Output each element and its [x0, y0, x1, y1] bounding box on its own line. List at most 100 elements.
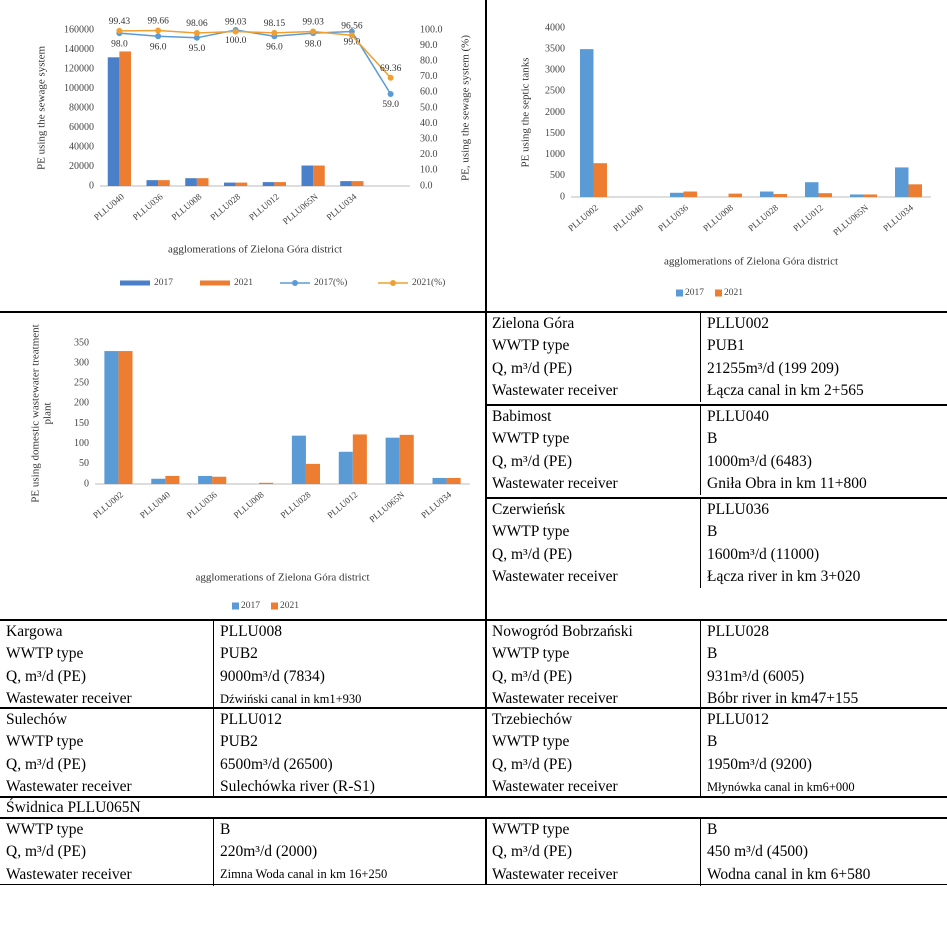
bar: [351, 181, 364, 186]
y-tick-label: 250: [74, 378, 89, 389]
x-axis-title: agglomerations of Zielona Góra district: [195, 572, 369, 584]
info-row: Czerwieńsk PLLU036: [486, 498, 947, 521]
bar: [262, 182, 275, 186]
info-row: WWTP type PUB2: [0, 730, 486, 753]
data-label: 99.43: [109, 17, 131, 27]
legend-swatch: [676, 289, 683, 297]
info-label: WWTP type: [492, 820, 570, 838]
info-row: Wastewater receiver Wodna canal in km 6+5…: [486, 863, 947, 886]
info-value: PLLU012: [213, 708, 486, 731]
x-tick-label: PLLU034: [881, 202, 915, 233]
y-tick-label: 1000: [545, 149, 565, 160]
bar: [301, 165, 314, 186]
y-tick-label: 4000: [545, 22, 565, 33]
legend-swatch: [715, 289, 722, 297]
info-value: 931m³/d (6005): [700, 665, 947, 688]
info-row: Wastewater receiver Młynówka canal in km6…: [486, 775, 947, 798]
info-label: Q, m³/d (PE): [492, 359, 572, 377]
bar: [104, 351, 119, 484]
banner-cell: Świdnica PLLU065N: [0, 796, 947, 819]
bar: [151, 478, 166, 484]
y-tick-label: 2500: [545, 86, 565, 97]
info-label: Wastewater receiver: [492, 475, 618, 492]
y-tick-label: 0: [84, 478, 89, 489]
y-tick-label: 300: [74, 357, 89, 368]
info-row: Sulechów PLLU012: [0, 708, 486, 731]
info-value: Młynówka canal in km6+000: [700, 775, 947, 798]
chart-cell: 0 20000 40000 60000 80000 100000 120000 140000 1…: [0, 0, 487, 313]
y-tick-label: 0: [560, 191, 565, 202]
y-tick-label: 3000: [545, 65, 565, 76]
x-axis-title: agglomerations of Zielona Góra district: [664, 256, 838, 268]
info-row: Q, m³/d (PE) 220m³/d (2000): [0, 840, 486, 863]
info-row: Zielona Góra PLLU002: [486, 312, 947, 335]
x-tick-label: PLLU034: [419, 489, 453, 520]
info-block: Sulechów PLLU012 WWTP type PUB2 Q, m³/d (PE)…: [0, 707, 487, 798]
info-value: Sulechówka river (R-S1): [213, 775, 486, 798]
bar: [863, 194, 877, 197]
data-label: 99.66: [147, 17, 169, 27]
info-value: B: [213, 818, 486, 841]
x-tick-label: PLLU065N: [281, 191, 320, 226]
y-tick-label: 350: [74, 337, 89, 348]
x-tick-label: PLLU034: [324, 191, 358, 222]
bar: [385, 437, 400, 484]
line: [119, 29, 392, 95]
bar: [165, 475, 180, 484]
info-block: Babimost PLLU040 WWTP type B Q, m³/d (PE) 100…: [485, 404, 947, 499]
bar: [185, 178, 197, 186]
info-row: Q, m³/d (PE) 9000m³/d (7834): [0, 665, 486, 688]
info-block: WWTP type B Q, m³/d (PE) 450 m³/d (4500) Was…: [485, 817, 947, 886]
info-label: Wastewater receiver: [6, 778, 132, 795]
y2-tick-label: 30.0: [420, 133, 438, 144]
y-axis-title: PE using domestic wastewater treatment: [30, 324, 42, 502]
bar: [119, 51, 131, 187]
info-value: PLLU002: [700, 312, 947, 335]
y2-tick-label: 70.0: [420, 71, 438, 82]
legend-label: 2021: [234, 278, 253, 288]
bar: [274, 182, 286, 186]
bar: [224, 182, 236, 186]
bar: [259, 482, 274, 484]
info-row: WWTP type B: [486, 427, 947, 450]
info-value: PUB2: [213, 642, 486, 665]
y-tick-label: 100000: [64, 83, 94, 94]
bar: [399, 434, 414, 484]
info-value: Zimna Woda canal in km 16+250: [213, 863, 486, 886]
info-value: B: [700, 818, 947, 841]
bar: [118, 351, 133, 484]
legend-label: 2021(%): [412, 277, 445, 288]
info-label: Wastewater receiver: [6, 865, 132, 883]
info-value: 21255m³/d (199 209): [700, 357, 947, 380]
x-tick-label: PLLU036: [131, 191, 165, 222]
legend-swatch: [120, 280, 150, 286]
info-value: B: [700, 520, 947, 543]
info-label: Q, m³/d (PE): [492, 452, 572, 470]
info-row: Wastewater receiver Gniła Obra in km 11+8…: [486, 472, 947, 495]
info-block: Zielona Góra PLLU002 WWTP type PUB1 Q, m³/d …: [485, 311, 947, 406]
y-tick-label: 100: [74, 438, 89, 449]
data-label: 98.06: [186, 19, 208, 29]
x-tick-label: PLLU036: [656, 202, 690, 233]
info-row: WWTP type PUB1: [486, 334, 947, 357]
info-label: Q, m³/d (PE): [492, 667, 572, 685]
info-value: Łącza river in km 3+020: [700, 565, 947, 588]
info-value: PLLU036: [700, 498, 947, 521]
y2-tick-label: 40.0: [420, 118, 438, 129]
info-value: PLLU012: [700, 708, 947, 731]
info-block: Nowogród Bobrzański PLLU028 WWTP type B Q, m…: [485, 619, 947, 710]
legend-label: 2021: [280, 601, 299, 611]
y2-tick-label: 90.0: [420, 40, 438, 51]
info-row: Babimost PLLU040: [486, 405, 947, 428]
chart-cell: 0 50 100 150 200 250 300 350 PE using domestic w…: [0, 311, 487, 621]
info-row: Q, m³/d (PE) 1000m³/d (6483): [486, 450, 947, 473]
info-label: Sulechów: [6, 710, 68, 728]
info-label: Q, m³/d (PE): [492, 545, 572, 563]
bar: [670, 192, 684, 197]
legend-label: 2017: [685, 288, 704, 298]
info-row: Q, m³/d (PE) 450 m³/d (4500): [486, 840, 947, 863]
info-value: 450 m³/d (4500): [700, 840, 947, 863]
info-label: Trzebiechów: [492, 710, 573, 728]
info-row: Wastewater receiver Bóbr river in km47+15…: [486, 687, 947, 710]
info-value: Łącza canal in km 2+565: [700, 379, 947, 402]
